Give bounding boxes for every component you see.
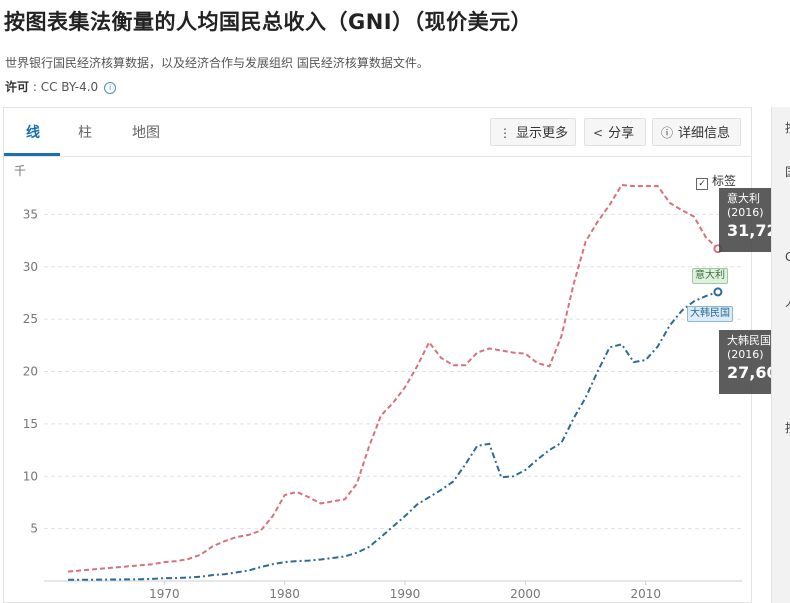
y-tick-label: 25 bbox=[23, 312, 38, 326]
y-tick-label: 30 bbox=[23, 260, 38, 274]
y-tick-label: 15 bbox=[23, 417, 38, 431]
series-line-1 bbox=[68, 290, 719, 581]
license-value: : CC BY-4.0 bbox=[29, 80, 99, 94]
tab-bar[interactable]: 柱 bbox=[78, 125, 92, 141]
labels-toggle-label: 标签 bbox=[712, 174, 737, 188]
end-label-italy: 意大利 bbox=[692, 268, 728, 284]
details-button[interactable]: ⓘ 详细信息 bbox=[652, 118, 741, 146]
info-icon[interactable]: i bbox=[104, 82, 117, 94]
share-button[interactable]: < 分享 bbox=[584, 118, 646, 146]
x-tick-label: 2000 bbox=[510, 587, 541, 601]
info-circle-icon: ⓘ bbox=[661, 126, 674, 140]
right-sidebar-item[interactable]: G bbox=[785, 250, 790, 264]
right-sidebar-item[interactable]: 按 bbox=[785, 419, 790, 436]
show-more-button[interactable]: ⋮ 显示更多 bbox=[490, 118, 576, 146]
x-tick-label: 2010 bbox=[630, 587, 661, 601]
page-title: 按图表集法衡量的人均国民总收入（GNI）（现价美元） bbox=[4, 10, 533, 34]
tooltip-country: 大韩民国 bbox=[727, 334, 771, 347]
right-sidebar-item[interactable]: 国 bbox=[785, 163, 790, 180]
y-tick-label: 5 bbox=[30, 522, 38, 536]
right-sidebar-item[interactable]: 按 bbox=[785, 119, 790, 136]
x-tick-label: 1970 bbox=[149, 587, 180, 601]
details-label: 详细信息 bbox=[678, 126, 731, 141]
tab-line[interactable]: 线 bbox=[26, 125, 40, 141]
x-tick-label: 1980 bbox=[269, 587, 300, 601]
source-note: 世界银行国民经济核算数据，以及经济合作与发展组织 国民经济核算数据文件。 bbox=[5, 56, 429, 70]
chart-type-tabs: 线 柱 地图 ⋮ 显示更多 < 分享 ⓘ 详细信息 bbox=[4, 108, 751, 157]
show-more-label: 显示更多 bbox=[516, 126, 569, 141]
end-label-korea: 大韩民国 bbox=[687, 306, 733, 322]
line-chart: 5 10 15 20 25 30 35 千 1970 1980 1990 2000 2010 bbox=[14, 164, 742, 601]
more-vertical-icon: ⋮ bbox=[499, 126, 511, 140]
checkbox-checked-icon: ✓ bbox=[696, 178, 708, 190]
right-sidebar-item[interactable]: 人 bbox=[785, 293, 790, 310]
tooltip-year: (2016) bbox=[727, 206, 764, 219]
tooltip-country: 意大利 bbox=[727, 192, 760, 205]
x-tick-label: 1990 bbox=[390, 587, 421, 601]
license-label: 许可 bbox=[5, 80, 30, 94]
chart-panel: 线 柱 地图 ⋮ 显示更多 < 分享 ⓘ 详细信息 5 10 15 20 25 30 35 千 197… bbox=[3, 107, 790, 603]
license-line: 许可 : CC BY-4.0 i bbox=[5, 78, 117, 95]
tab-map[interactable]: 地图 bbox=[132, 125, 160, 141]
series-line-0 bbox=[68, 184, 719, 573]
labels-toggle[interactable]: ✓ 标签 bbox=[696, 172, 736, 190]
y-tick-label: 20 bbox=[23, 365, 38, 379]
share-label: 分享 bbox=[608, 126, 635, 141]
y-tick-label: 35 bbox=[23, 207, 38, 221]
share-icon: < bbox=[593, 126, 604, 140]
y-axis-unit: 千 bbox=[14, 164, 26, 178]
right-sidebar: 按 国 G 人 按 bbox=[771, 107, 790, 603]
series-end-point-1 bbox=[713, 287, 723, 297]
y-tick-label: 10 bbox=[23, 469, 38, 483]
active-tab-indicator bbox=[4, 153, 60, 156]
tooltip-year: (2016) bbox=[727, 348, 764, 361]
